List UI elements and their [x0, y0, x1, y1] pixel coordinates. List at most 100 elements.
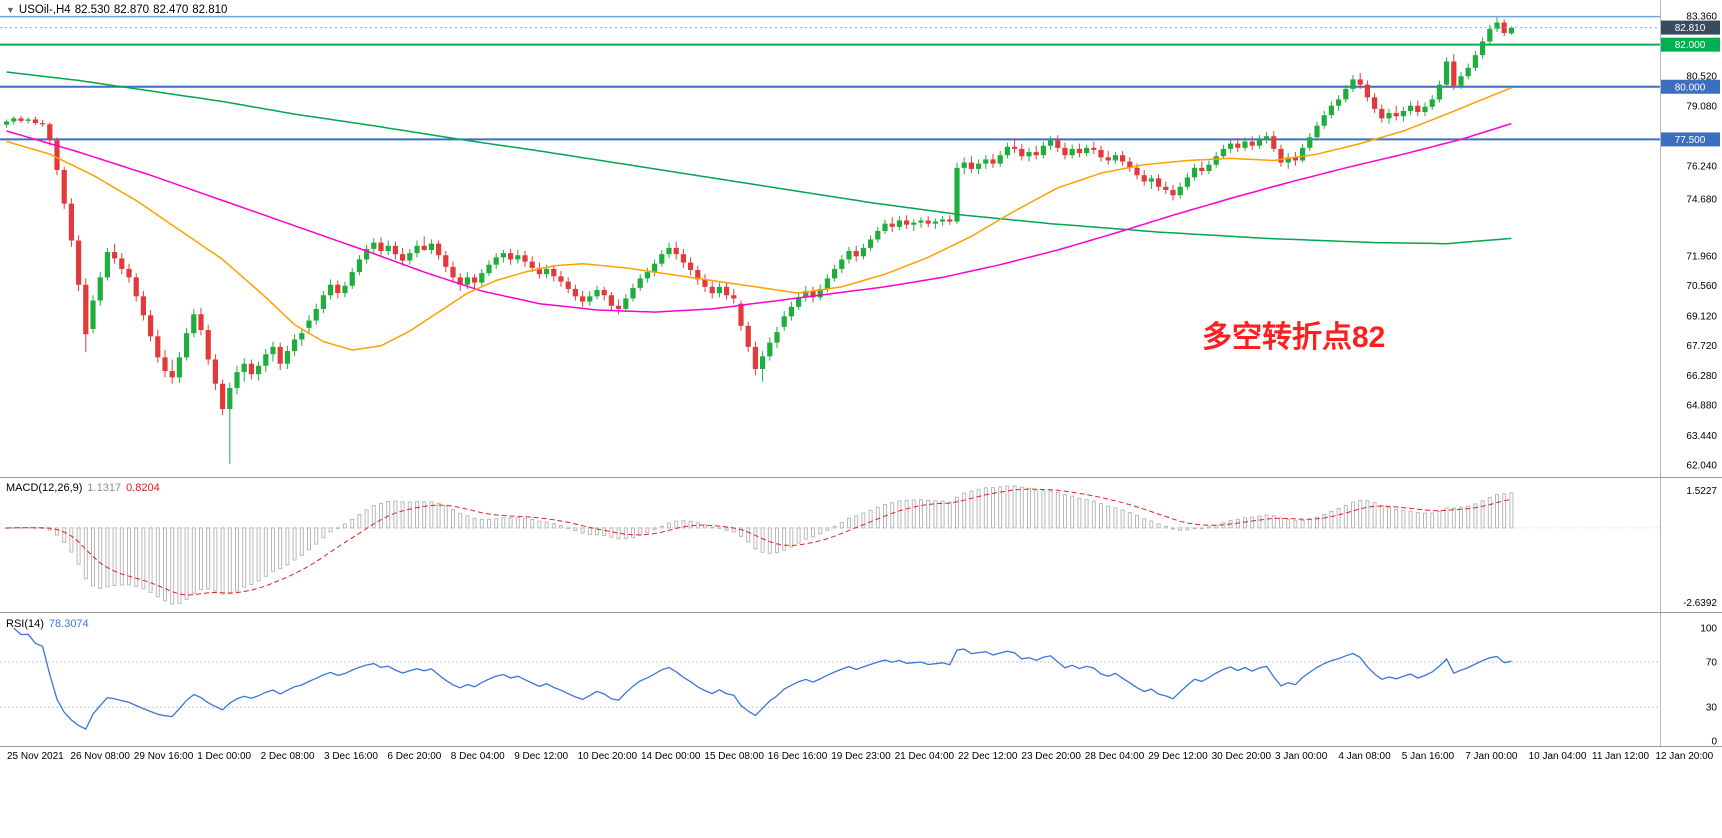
panel-divider [0, 612, 1722, 613]
medium-ma-line[interactable] [6, 122, 1512, 313]
time-axis-label: 21 Dec 04:00 [894, 751, 955, 762]
time-axis-label: 19 Dec 23:00 [831, 751, 891, 762]
candle-body [47, 124, 53, 141]
price-axis-label: 69.120 [1686, 311, 1717, 322]
candle-body [1343, 88, 1349, 100]
candle-body [1350, 79, 1356, 89]
candle-body [961, 162, 967, 168]
candle-body [1184, 177, 1190, 187]
candle-body [1451, 61, 1457, 86]
candle-body [1472, 55, 1478, 68]
candle-body [954, 167, 960, 222]
candle-body [738, 303, 744, 326]
ohlc-high: 82.870 [113, 4, 150, 16]
macd-value-signal: 0.8204 [126, 482, 160, 494]
rsi-panel[interactable]: 100 70 30 0 [0, 613, 1722, 746]
time-axis-label: 4 Jan 08:00 [1338, 751, 1391, 762]
candle-body [1321, 115, 1327, 126]
candle-body [1256, 139, 1262, 146]
candle-body [299, 333, 305, 340]
candle-body [119, 258, 125, 269]
time-axis-label: 1 Dec 00:00 [197, 751, 252, 762]
candle-body [1062, 147, 1068, 156]
candle-body [162, 357, 168, 372]
price-chart-panel[interactable]: 83.360 80.520 79.080 76.240 74.680 71.960 70.5… [0, 0, 1722, 478]
price-axis-label: 70.560 [1686, 281, 1717, 292]
price-axis-label: 83.360 [1686, 12, 1717, 23]
time-axis-label: 3 Jan 00:00 [1275, 751, 1328, 762]
time-axis-label: 12 Jan 20:00 [1655, 751, 1714, 762]
candle-body [421, 245, 427, 250]
symbol-period: USOil-,H4 [18, 4, 71, 16]
price-tag [1661, 37, 1720, 52]
candle-body [976, 163, 982, 169]
candle-body [767, 342, 773, 357]
candle-body [320, 295, 326, 309]
candle-body [853, 251, 859, 257]
candle-body [1019, 148, 1025, 157]
fast-ma-line[interactable] [6, 87, 1512, 351]
candles-group [4, 17, 1514, 464]
candle-body [1112, 155, 1118, 161]
price-axis-label: 66.280 [1686, 371, 1717, 382]
candle-body [824, 278, 830, 289]
time-axis-label: 10 Dec 20:00 [577, 751, 638, 762]
candle-body [515, 255, 521, 260]
candle-body [810, 291, 816, 298]
time-axis: 25 Nov 2021 26 Nov 08:00 29 Nov 16:00 1 Dec… [0, 746, 1722, 776]
candle-body [4, 121, 10, 125]
candle-body [1091, 147, 1097, 150]
time-axis-label: 10 Jan 04:00 [1528, 751, 1587, 762]
candle-body [522, 255, 528, 262]
candle-body [1400, 110, 1406, 117]
time-axis-label: 2 Dec 08:00 [260, 751, 315, 762]
candle-body [148, 315, 154, 337]
candle-body [472, 277, 478, 283]
candle-body [529, 261, 535, 268]
candle-body [1307, 137, 1313, 148]
candle-body [1264, 136, 1270, 140]
candle-body [205, 330, 211, 360]
candle-body [1379, 108, 1385, 119]
candle-body [371, 242, 377, 249]
time-axis-label: 14 Dec 00:00 [641, 751, 701, 762]
candle-body [11, 118, 17, 122]
candle-body [263, 354, 269, 366]
candle-body [385, 245, 391, 252]
candle-body [860, 247, 866, 257]
ohlc-close: 82.810 [192, 4, 228, 16]
candle-body [630, 287, 636, 299]
candle-body [745, 325, 751, 347]
macd-axis-label: -2.6392 [1683, 598, 1717, 609]
candle-body [1206, 164, 1212, 172]
ohlc-open: 82.530 [74, 4, 110, 16]
price-axis-label: 74.680 [1686, 194, 1717, 205]
candle-body [313, 308, 319, 321]
candle-body [155, 336, 161, 358]
candle-body [1458, 76, 1464, 86]
candle-body [1235, 143, 1241, 148]
candle-body [724, 286, 730, 296]
candle-body [1465, 67, 1471, 77]
candle-body [623, 298, 629, 309]
candle-body [875, 231, 881, 240]
slow-ma-line[interactable] [6, 71, 1512, 245]
candle-body [1163, 186, 1169, 190]
rsi-line [13, 627, 1512, 730]
candle-body [1120, 155, 1126, 162]
candle-body [1156, 178, 1162, 187]
candle-body [18, 118, 24, 121]
chart-annotation[interactable]: 多空转折点82 [1202, 321, 1386, 354]
candle-body [248, 363, 254, 375]
time-axis-label: 30 Dec 20:00 [1211, 751, 1272, 762]
rsi-value: 78.3074 [48, 618, 89, 630]
time-axis-label: 22 Dec 12:00 [958, 751, 1018, 762]
candle-body [709, 286, 715, 294]
time-axis-label: 5 Jan 16:00 [1401, 751, 1455, 762]
candle-body [68, 203, 74, 241]
candle-body [407, 253, 413, 261]
candle-body [220, 383, 226, 409]
candle-body [1508, 27, 1514, 34]
macd-panel[interactable]: 1.5227 -2.6392 [0, 478, 1722, 612]
